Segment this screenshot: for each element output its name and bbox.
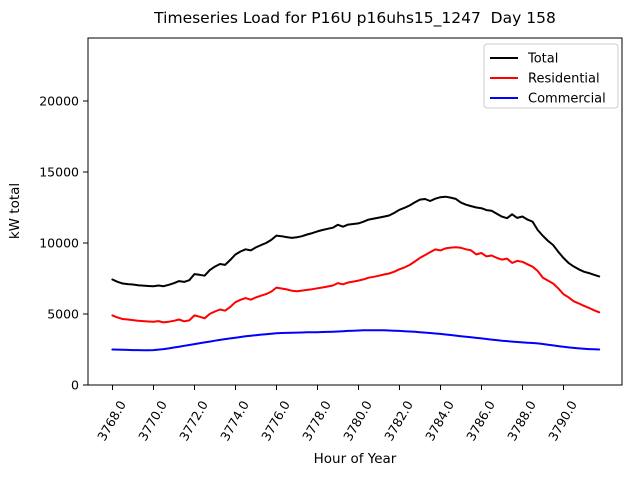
- x-tick-label: 3768.0: [94, 398, 129, 443]
- x-tick-label: 3772.0: [176, 398, 211, 443]
- y-axis-label: kW total: [7, 183, 23, 239]
- legend: Total Residential Commercial: [483, 43, 619, 109]
- legend-box: [483, 43, 619, 109]
- legend-label-commercial: Commercial: [528, 92, 606, 107]
- x-tick-label: 3788.0: [504, 398, 539, 443]
- y-tick-label: 5000: [47, 307, 79, 322]
- x-tick-label: 3774.0: [217, 398, 252, 443]
- x-tick-label: 3786.0: [463, 398, 498, 443]
- series-line-total: [111, 195, 601, 288]
- legend-label-total: Total: [527, 52, 558, 67]
- x-tick-label: 3778.0: [299, 398, 334, 443]
- x-axis-label: Hour of Year: [314, 451, 397, 467]
- x-axis-ticks: 3768.0 3770.0 3772.0 3774.0 3776.0 3778.0 3780…: [94, 385, 580, 443]
- y-tick-label: 15000: [39, 165, 79, 180]
- y-tick-label: 10000: [39, 236, 79, 251]
- x-tick-label: 3780.0: [340, 398, 375, 443]
- y-tick-label: 0: [71, 378, 79, 393]
- y-axis-ticks: 0 5000 10000 15000 20000: [39, 94, 88, 393]
- series-line-residential: [111, 246, 601, 324]
- legend-label-residential: Residential: [528, 72, 600, 87]
- series-line-commercial: [111, 329, 601, 352]
- x-tick-label: 3782.0: [381, 398, 416, 443]
- x-tick-label: 3770.0: [135, 398, 170, 443]
- chart-title: Timeseries Load for P16U p16uhs15_1247 D…: [153, 9, 556, 28]
- x-tick-label: 3790.0: [545, 398, 580, 443]
- y-tick-label: 20000: [39, 94, 79, 109]
- x-tick-label: 3784.0: [422, 398, 457, 443]
- series-lines: [111, 195, 601, 352]
- x-tick-label: 3776.0: [258, 398, 293, 443]
